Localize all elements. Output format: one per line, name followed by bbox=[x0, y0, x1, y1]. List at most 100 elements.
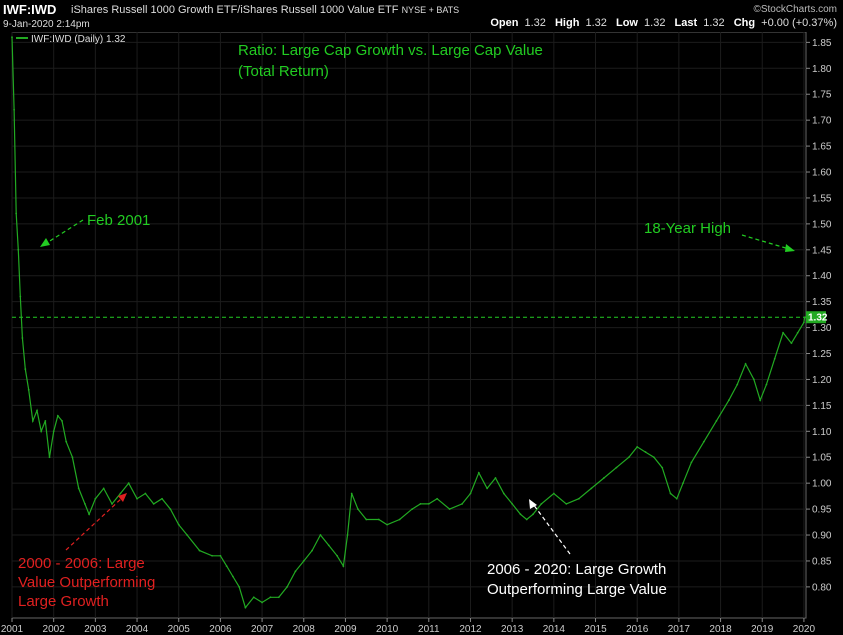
series-point bbox=[590, 487, 593, 490]
last-label: Last bbox=[674, 17, 698, 29]
annotation-2006-2020-line1: 2006 - 2020: Large Growth bbox=[487, 561, 666, 578]
series-point bbox=[44, 420, 47, 422]
ratio-chart[interactable]: 0.80 0.85 0.90 0.95 1.00 1.05 1.10 1.15 1.20 1.25… bbox=[0, 32, 843, 635]
series-point bbox=[269, 596, 272, 599]
quote-bar: Open 1.32 High 1.32 Low 1.32 Last 1.32 C… bbox=[490, 17, 837, 29]
series-point bbox=[682, 482, 684, 485]
series-point bbox=[13, 108, 15, 111]
last-value-badge-bg bbox=[806, 311, 826, 324]
x-tick-label: 2016 bbox=[626, 624, 649, 635]
x-tick-label: 2020 bbox=[793, 624, 816, 635]
y-tick-label: 1.50 bbox=[812, 219, 832, 230]
series-point bbox=[71, 456, 74, 459]
series-point bbox=[319, 534, 322, 536]
series-point bbox=[448, 508, 451, 510]
series-point bbox=[377, 518, 380, 521]
series-point bbox=[519, 513, 522, 516]
series-point bbox=[336, 554, 339, 557]
y-tick-label: 1.10 bbox=[812, 427, 832, 438]
annotation-2006-2020-line2: Outperforming Large Value bbox=[487, 581, 667, 598]
last-value-badge: 1.32 bbox=[806, 311, 828, 324]
series-point bbox=[31, 420, 34, 422]
y-tick-label: 1.30 bbox=[812, 323, 832, 334]
series-point bbox=[782, 331, 784, 334]
arrowhead-2000-2006 bbox=[118, 493, 127, 502]
series-point bbox=[661, 466, 664, 469]
title-line1: Ratio: Large Cap Growth vs. Large Cap Va… bbox=[238, 42, 543, 59]
x-tick-label: 2015 bbox=[584, 624, 607, 635]
symbol-label[interactable]: IWF:IWD bbox=[3, 2, 57, 17]
open-label: Open bbox=[490, 17, 519, 29]
exchange-label: NYSE + BATS bbox=[401, 5, 460, 15]
series-point bbox=[565, 503, 568, 505]
series-point bbox=[21, 337, 24, 339]
y-tick-label: 1.45 bbox=[812, 245, 832, 256]
series-point bbox=[225, 565, 228, 568]
y-tick-label: 1.70 bbox=[812, 116, 832, 127]
chart-header: IWF:IWD iShares Russell 1000 Growth ETF/… bbox=[0, 0, 843, 32]
series-point bbox=[24, 368, 27, 370]
series-point bbox=[342, 565, 345, 568]
series-point bbox=[11, 36, 13, 39]
x-tick-label: 2012 bbox=[459, 624, 482, 635]
stockcharts-logo[interactable]: ©StockCharts.com bbox=[753, 4, 837, 15]
series-point bbox=[615, 466, 618, 469]
annotation-18-year-high: 18-Year High bbox=[644, 220, 731, 237]
series-point bbox=[796, 331, 799, 334]
series-point bbox=[469, 492, 472, 495]
series-point bbox=[111, 503, 113, 505]
series-point bbox=[502, 492, 505, 495]
series-point bbox=[252, 596, 255, 599]
series-point bbox=[36, 409, 38, 412]
series-point bbox=[102, 487, 105, 490]
series-point bbox=[327, 544, 330, 547]
series-point bbox=[136, 497, 138, 500]
series-point bbox=[177, 523, 180, 526]
series-point bbox=[386, 523, 389, 526]
y-tick-label: 1.35 bbox=[812, 297, 832, 308]
x-tick-label: 2010 bbox=[376, 624, 399, 635]
series-point bbox=[702, 440, 705, 443]
x-tick-label: 2001 bbox=[1, 624, 24, 635]
description-label: iShares Russell 1000 Growth ETF/iShares … bbox=[71, 4, 459, 16]
series-point bbox=[17, 248, 20, 251]
series-point bbox=[302, 560, 305, 562]
series-point bbox=[127, 482, 130, 485]
series-point bbox=[690, 461, 693, 464]
series-point bbox=[294, 570, 297, 573]
ratio-series-line bbox=[11, 37, 806, 609]
arrowhead-18-year-high bbox=[785, 244, 795, 252]
legend: IWF:IWD (Daily) 1.32 bbox=[16, 34, 126, 45]
series-point bbox=[411, 508, 414, 510]
series-point bbox=[644, 451, 647, 453]
series-point bbox=[56, 414, 59, 417]
y-tick-label: 1.05 bbox=[812, 453, 832, 464]
y-tick-label: 1.75 bbox=[812, 90, 832, 101]
y-tick-label: 1.15 bbox=[812, 401, 832, 412]
x-tick-label: 2019 bbox=[751, 624, 774, 635]
series-point bbox=[715, 420, 718, 422]
last-value-badge-text: 1.32 bbox=[808, 313, 828, 324]
series-point bbox=[494, 477, 497, 479]
series-point bbox=[144, 492, 147, 495]
low-value: 1.32 bbox=[644, 17, 666, 29]
series-point bbox=[88, 513, 91, 516]
arrowhead-feb-2001 bbox=[40, 238, 50, 247]
series-point bbox=[636, 445, 639, 448]
chg-value: +0.00 (+0.37%) bbox=[761, 17, 837, 29]
series-point bbox=[311, 549, 313, 552]
series-point bbox=[753, 378, 755, 381]
series-point bbox=[477, 471, 480, 474]
series-point bbox=[169, 508, 172, 510]
x-tick-label: 2014 bbox=[543, 624, 566, 635]
y-tick-label: 1.65 bbox=[812, 142, 832, 153]
last-value: 1.32 bbox=[703, 17, 725, 29]
series-point bbox=[84, 503, 86, 505]
series-point bbox=[238, 585, 241, 588]
series-point bbox=[186, 534, 188, 536]
y-tick-label: 1.85 bbox=[812, 38, 832, 49]
series-point bbox=[461, 503, 464, 505]
series-point bbox=[675, 497, 678, 500]
y-axis: 0.80 0.85 0.90 0.95 1.00 1.05 1.10 1.15 1.20 1.25… bbox=[806, 38, 832, 593]
legend-label: IWF:IWD (Daily) 1.32 bbox=[31, 34, 126, 45]
